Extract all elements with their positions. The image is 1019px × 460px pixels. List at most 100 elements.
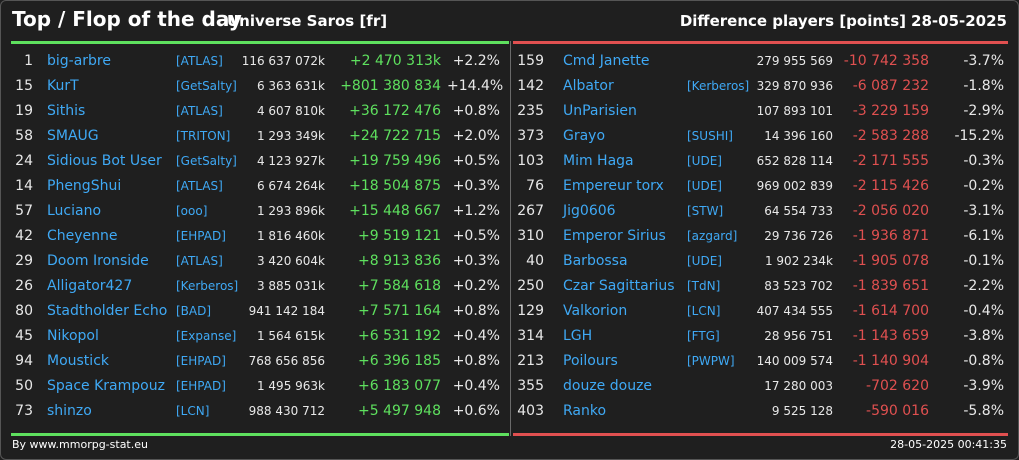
top-list: 1 big-arbre [ATLAS] 116 637 072k +2 470 313k… (11, 49, 509, 424)
player-name-link[interactable]: Alligator427 (47, 278, 133, 294)
points-difference: -2 056 020 (852, 203, 929, 219)
player-name-link[interactable]: Cheyenne (47, 228, 118, 244)
player-name-link[interactable]: Empereur torx (563, 178, 664, 194)
alliance-tag-link[interactable]: [LCN] (687, 304, 721, 318)
percent-change: -3.1% (963, 203, 1004, 219)
player-name-link[interactable]: Space Krampouz (47, 378, 165, 394)
alliance-tag-link[interactable]: [FTG] (687, 329, 720, 343)
player-name-link[interactable]: Luciano (47, 203, 102, 219)
alliance-tag-link[interactable]: [ATLAS] (176, 104, 223, 118)
alliance-tag-link[interactable]: [EHPAD] (176, 379, 226, 393)
alliance-tag-link[interactable]: [UDE] (687, 254, 722, 268)
player-points: 279 955 569 (756, 54, 833, 68)
player-name-link[interactable]: Grayo (563, 128, 606, 144)
top-row: 26 Alligator427 [Kerberos] 3 885 031k +7 584… (11, 274, 509, 299)
flop-row: 267 Jig0606 [STW] 64 554 733 -2 056 020 -3.1% (513, 199, 1008, 224)
alliance-tag-link[interactable]: [TdN] (687, 279, 721, 293)
player-points: 14 396 160 (764, 129, 833, 143)
alliance-tag-link[interactable]: [LCN] (176, 404, 210, 418)
player-points: 83 523 702 (764, 279, 833, 293)
player-rank: 159 (517, 53, 544, 69)
player-rank: 26 (15, 278, 33, 294)
alliance-tag-link[interactable]: [GetSalty] (176, 79, 237, 93)
alliance-tag-link[interactable]: [Kerberos] (687, 79, 750, 93)
points-difference: -590 016 (866, 403, 929, 419)
player-points: 768 656 856 (248, 354, 325, 368)
player-name-link[interactable]: Czar Sagittarius (563, 278, 675, 294)
points-difference: -10 742 358 (843, 53, 929, 69)
player-name-link[interactable]: Stadtholder Echo (47, 303, 168, 319)
percent-change: +0.3% (452, 253, 500, 269)
points-difference: +15 448 667 (349, 203, 441, 219)
player-name-link[interactable]: Sithis (47, 103, 86, 119)
flop-row: 314 LGH [FTG] 28 956 751 -1 143 659 -3.8% (513, 324, 1008, 349)
player-name-link[interactable]: Albator (563, 78, 614, 94)
points-difference: +18 504 875 (349, 178, 441, 194)
player-name-link[interactable]: shinzo (47, 403, 92, 419)
page-title: Top / Flop of the day (12, 7, 242, 31)
percent-change: +0.5% (452, 153, 500, 169)
footer-timestamp: 28-05-2025 00:41:35 (890, 438, 1007, 451)
alliance-tag-link[interactable]: [STW] (687, 204, 724, 218)
flop-row: 355 douze douze 17 280 003 -702 620 -3.9% (513, 374, 1008, 399)
player-points: 1 564 615k (256, 329, 325, 343)
player-rank: 58 (15, 128, 33, 144)
alliance-tag-link[interactable]: [Kerberos] (176, 279, 239, 293)
points-difference: -1 936 871 (852, 228, 929, 244)
alliance-tag-link[interactable]: [ooo] (176, 204, 208, 218)
alliance-tag-link[interactable]: [TRITON] (176, 129, 231, 143)
percent-change: +2.2% (452, 53, 500, 69)
player-name-link[interactable]: Emperor Sirius (563, 228, 666, 244)
player-name-link[interactable]: Poilours (563, 353, 618, 369)
percent-change: +1.2% (452, 203, 500, 219)
points-difference: -702 620 (866, 378, 929, 394)
player-name-link[interactable]: Jig0606 (563, 203, 616, 219)
player-name-link[interactable]: Cmd Janette (563, 53, 650, 69)
player-name-link[interactable]: big-arbre (47, 53, 111, 69)
alliance-tag-link[interactable]: [ATLAS] (176, 54, 223, 68)
alliance-tag-link[interactable]: [azgard] (687, 229, 738, 243)
top-row: 57 Luciano [ooo] 1 293 896k +15 448 667 +1.2% (11, 199, 509, 224)
alliance-tag-link[interactable]: [BAD] (176, 304, 212, 318)
player-name-link[interactable]: Doom Ironside (47, 253, 149, 269)
player-name-link[interactable]: douze douze (563, 378, 653, 394)
player-name-link[interactable]: KurT (47, 78, 79, 94)
percent-change: -0.8% (963, 353, 1004, 369)
percent-change: +0.5% (452, 228, 500, 244)
points-difference: +5 497 948 (358, 403, 441, 419)
points-difference: -2 171 555 (852, 153, 929, 169)
flop-row: 373 Grayo [SUSHI] 14 396 160 -2 583 288 -15.2… (513, 124, 1008, 149)
player-rank: 129 (517, 303, 544, 319)
alliance-tag-link[interactable]: [SUSHI] (687, 129, 733, 143)
player-name-link[interactable]: Valkorion (563, 303, 628, 319)
player-name-link[interactable]: Barbossa (563, 253, 628, 269)
alliance-tag-link[interactable]: [GetSalty] (176, 154, 237, 168)
top-row: 73 shinzo [LCN] 988 430 712 +5 497 948 +0.6% (11, 399, 509, 424)
alliance-tag-link[interactable]: [EHPAD] (176, 354, 226, 368)
player-name-link[interactable]: LGH (563, 328, 593, 344)
percent-change: -3.9% (963, 378, 1004, 394)
player-name-link[interactable]: Mim Haga (563, 153, 634, 169)
player-name-link[interactable]: Sidious Bot User (47, 153, 162, 169)
alliance-tag-link[interactable]: [UDE] (687, 179, 722, 193)
points-difference: +24 722 715 (349, 128, 441, 144)
alliance-tag-link[interactable]: [UDE] (687, 154, 722, 168)
points-difference: -3 229 159 (852, 103, 929, 119)
player-name-link[interactable]: SMAUG (47, 128, 99, 144)
player-name-link[interactable]: Moustick (47, 353, 109, 369)
alliance-tag-link[interactable]: [PWPW] (687, 354, 735, 368)
percent-change: -15.2% (954, 128, 1004, 144)
player-name-link[interactable]: Ranko (563, 403, 607, 419)
player-points: 329 870 936 (756, 79, 833, 93)
alliance-tag-link[interactable]: [ATLAS] (176, 254, 223, 268)
player-name-link[interactable]: PhengShui (47, 178, 122, 194)
alliance-tag-link[interactable]: [ATLAS] (176, 179, 223, 193)
percent-change: -0.3% (963, 153, 1004, 169)
player-name-link[interactable]: UnParisien (563, 103, 637, 119)
player-name-link[interactable]: Nikopol (47, 328, 99, 344)
alliance-tag-link[interactable]: [EHPAD] (176, 229, 226, 243)
flop-row: 403 Ranko 9 525 128 -590 016 -5.8% (513, 399, 1008, 424)
flop-row: 310 Emperor Sirius [azgard] 29 736 726 -1 93… (513, 224, 1008, 249)
percent-change: -0.1% (963, 253, 1004, 269)
alliance-tag-link[interactable]: [Expanse] (176, 329, 237, 343)
